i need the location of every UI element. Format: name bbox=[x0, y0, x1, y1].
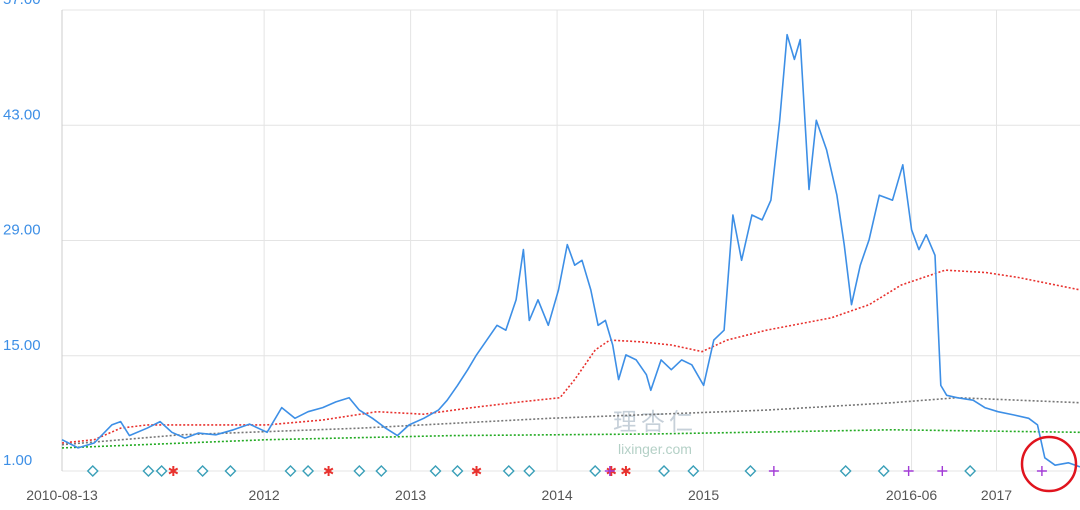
event-star bbox=[168, 466, 179, 476]
moving-average bbox=[61, 269, 1080, 444]
watermark-site: lixinger.com bbox=[618, 441, 692, 457]
event-plus bbox=[1036, 466, 1047, 476]
event-diamond bbox=[86, 465, 99, 477]
event-diamond bbox=[284, 465, 297, 477]
event-star bbox=[471, 466, 482, 476]
event-diamond bbox=[302, 465, 315, 477]
event-diamond bbox=[687, 465, 700, 477]
event-plus bbox=[937, 466, 948, 476]
watermark: 理杏仁 lixinger.com bbox=[613, 409, 697, 457]
highlight-circle bbox=[1020, 435, 1078, 493]
x-tick-label: 2013 bbox=[395, 487, 426, 503]
event-diamond bbox=[429, 465, 442, 477]
grid: 1.00 15.00 29.00 43.00 57.00 2010-08-13 2012 20… bbox=[3, 0, 1080, 503]
y-tick-label: 29.00 bbox=[3, 222, 41, 239]
event-diamond bbox=[964, 465, 977, 477]
event-plus bbox=[768, 466, 779, 476]
event-diamond bbox=[744, 465, 757, 477]
event-diamond bbox=[353, 465, 366, 477]
watermark-logo: 理杏仁 bbox=[613, 409, 697, 436]
x-tick-label: 2010-08-13 bbox=[26, 487, 98, 503]
event-diamond bbox=[196, 465, 209, 477]
plot bbox=[61, 33, 1080, 477]
y-tick-label: 15.00 bbox=[3, 337, 41, 354]
event-diamond bbox=[589, 465, 602, 477]
event-star bbox=[323, 466, 334, 476]
price-line bbox=[61, 33, 1080, 468]
x-tick-label: 2016-06 bbox=[886, 487, 938, 503]
event-diamond bbox=[877, 465, 890, 477]
event-diamond bbox=[523, 465, 536, 477]
event-diamond bbox=[658, 465, 671, 477]
event-diamond bbox=[375, 465, 388, 477]
event-diamond bbox=[451, 465, 464, 477]
y-tick-label: 43.00 bbox=[3, 106, 41, 123]
event-plus bbox=[604, 466, 615, 476]
moving-average bbox=[61, 396, 1080, 446]
moving-average bbox=[61, 428, 1080, 449]
event-diamond bbox=[142, 465, 155, 477]
event-plus bbox=[903, 466, 914, 476]
event-diamond bbox=[155, 465, 168, 477]
x-tick-label: 2012 bbox=[249, 487, 280, 503]
y-tick-label: 1.00 bbox=[3, 452, 32, 469]
event-diamond bbox=[839, 465, 852, 477]
event-diamond bbox=[224, 465, 237, 477]
x-tick-label: 2015 bbox=[688, 487, 719, 503]
event-star bbox=[621, 466, 631, 476]
x-tick-label: 2014 bbox=[542, 487, 573, 503]
y-tick-label: 57.00 bbox=[3, 0, 41, 8]
x-tick-label: 2017 bbox=[981, 487, 1012, 503]
event-diamond bbox=[502, 465, 515, 477]
